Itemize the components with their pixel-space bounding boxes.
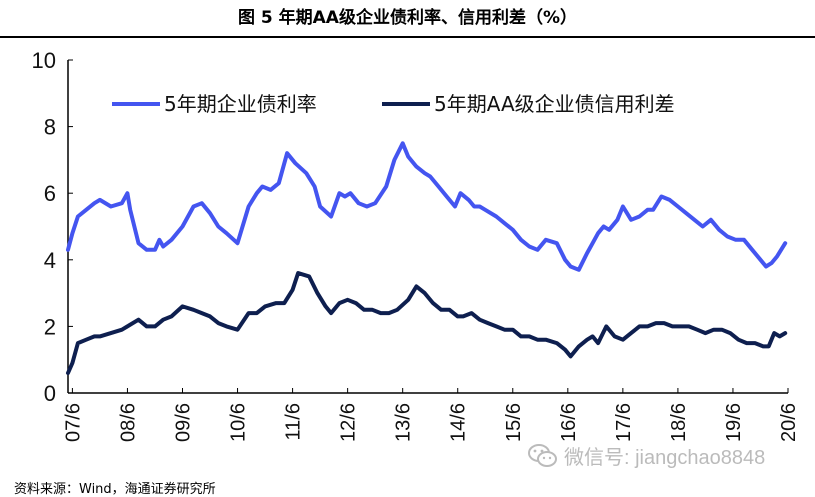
title-divider [0, 36, 815, 38]
y-tick-label: 10 [32, 48, 56, 73]
x-tick-label: 08/6 [117, 403, 139, 442]
y-tick-label: 2 [44, 314, 56, 339]
x-tick-label: 09/6 [172, 403, 194, 442]
spread-series-line [66, 271, 788, 375]
x-tick-label: 18/6 [668, 403, 690, 442]
x-tick-label: 16/6 [558, 403, 580, 442]
x-tick-label: 13/6 [393, 403, 415, 442]
chart-axes: 0 2 4 6 8 10 07/6 08/6 09/6 10/6 11/6 12/6 13/6 14/6 1… [32, 48, 800, 442]
x-tick-label: 07/6 [62, 403, 84, 442]
x-tick-label: 15/6 [503, 403, 525, 442]
y-tick-label: 6 [44, 181, 56, 206]
x-tick-label: 17/6 [613, 403, 635, 442]
chart-series [66, 141, 788, 375]
chart-legend: 5年期企业债利率 5年期AA级企业债信用利差 [112, 92, 675, 116]
x-tick-label: 14/6 [448, 403, 470, 442]
x-tick-label: 11/6 [283, 403, 305, 440]
y-tick-label: 4 [44, 248, 56, 273]
source-note: 资料来源：Wind，海通证券研究所 [14, 482, 216, 497]
x-tick-label: 10/6 [228, 403, 250, 442]
legend-spread-label: 5年期AA级企业债信用利差 [434, 92, 675, 116]
y-tick-label: 8 [44, 115, 56, 140]
wechat-watermark: 微信号: jiangchao8848 [528, 441, 765, 470]
chart-title: 图 5 年期AA级企业债利率、信用利差（%） [237, 8, 577, 28]
x-tick-label: 19/6 [723, 403, 745, 442]
rate-series-line [66, 141, 788, 272]
y-tick-label: 0 [44, 381, 56, 406]
wechat-icon [528, 443, 557, 467]
x-tick-label: 12/6 [338, 403, 360, 442]
watermark-text: 微信号: jiangchao8848 [564, 447, 766, 469]
x-tick-label: 20/6 [778, 403, 800, 442]
legend-rate-label: 5年期企业债利率 [164, 92, 317, 116]
